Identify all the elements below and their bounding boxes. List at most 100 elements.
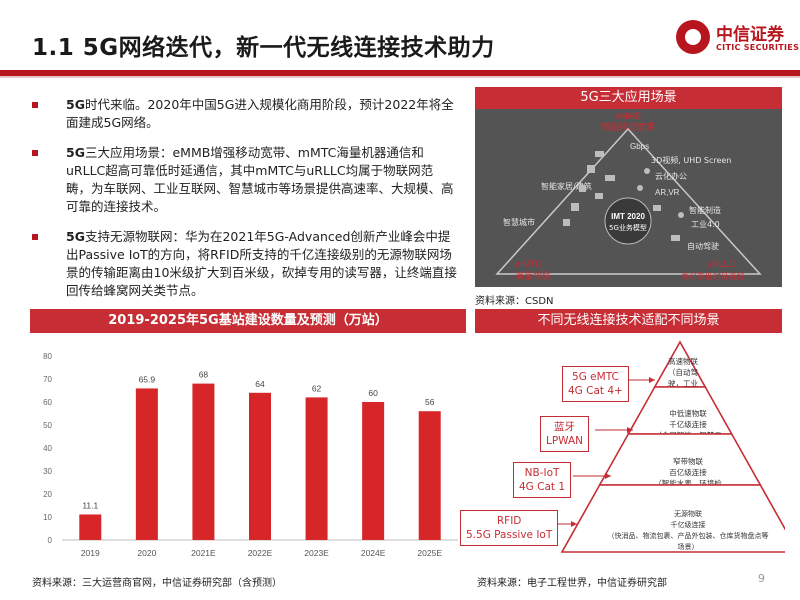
scenario-image-title: 5G三大应用场景 <box>475 87 782 109</box>
industry-label: 工业4.0 <box>691 219 720 229</box>
bullet-lead: 5G <box>66 97 85 112</box>
base-station-bar-chart: 0 10 20 30 40 50 60 70 80 11.1 2019 65.9 2020 68 2021E… <box>30 340 466 570</box>
tech-label-line: 蓝牙 <box>554 421 576 433</box>
data-label: 56 <box>425 397 435 407</box>
x-tick-label: 2025E <box>417 548 442 558</box>
pyramid-level-text: （快消品、物流包裹、产品外包装、仓库货物盘点等 <box>608 531 769 540</box>
bullet-marker-icon <box>32 102 38 108</box>
y-tick-label: 70 <box>43 375 52 384</box>
factory-label: 智能制造 <box>689 205 721 215</box>
auto-label: 自动驾驶 <box>687 241 719 251</box>
connectivity-pyramid: 高速物联（自动驾驶，工业互联网）中低速物联千亿级连接（全屋智能，智慧零售）窄带物… <box>455 338 785 568</box>
bar-chart-title: 2019-2025年5G基站建设数量及预测（万站） <box>30 309 466 333</box>
y-tick-label: 40 <box>43 444 52 453</box>
data-label: 62 <box>312 383 322 393</box>
pyramid-level-text: 百亿级连接 <box>669 467 707 477</box>
pyramid-svg: 高速物联（自动驾驶，工业互联网）中低速物联千亿级连接（全屋智能，智慧零售）窄带物… <box>551 340 785 553</box>
tech-label-line: 5G eMTC <box>572 371 619 383</box>
center-circle <box>604 197 652 245</box>
bullet-item: 5G三大应用场景：eMMB增强移动宽带、mMTC海量机器通信和uRLLC超高可靠… <box>32 144 458 216</box>
vr-icon <box>637 185 643 191</box>
y-tick-label: 80 <box>43 352 52 361</box>
sensor-icon <box>579 185 586 192</box>
pyramid-level-text: （自动驾 <box>668 367 698 377</box>
arvr-label: AR,VR <box>655 188 680 197</box>
pyramid-source: 资料来源：电子工程世界，中信证券研究部 <box>477 578 667 589</box>
urllc-cn-label: 高可靠低时延连接 <box>681 271 745 281</box>
pyramid-title: 不同无线连接技术适配不同场景 <box>475 309 782 333</box>
citic-logo-icon <box>676 20 710 54</box>
device-icon <box>587 165 595 173</box>
bullet-lead: 5G <box>66 229 85 244</box>
bullet-marker-icon <box>32 150 38 156</box>
tech-label-line: 5.5G Passive IoT <box>466 529 553 541</box>
model-label: 5G业务模型 <box>609 223 647 232</box>
screen-icon <box>595 193 603 199</box>
x-tick-label: 2022E <box>248 548 273 558</box>
bar <box>418 411 441 540</box>
pyramid-level-text: 无源物联 <box>674 509 702 518</box>
pyramid-level-text: （智能水表、环境检 <box>654 478 722 488</box>
header: 1.1 5G网络迭代，新一代无线连接技术助力 中信证券 CITIC SECURI… <box>0 0 800 78</box>
tech-label-bluetooth: 蓝牙 LPWAN <box>540 416 590 452</box>
tech-label-line: 4G Cat 4+ <box>568 385 623 397</box>
logo-chinese-name: 中信证券 <box>716 25 784 45</box>
y-tick-label: 60 <box>43 398 52 407</box>
scenario-image-source: 资料来源：CSDN <box>475 296 554 307</box>
gbps-label: Gbps <box>630 142 649 151</box>
data-label: 65.9 <box>139 374 156 384</box>
tech-label-line: LPWAN <box>546 435 584 447</box>
pyramid-level-text: 窄带物联 <box>673 456 703 466</box>
pyramid-level-text: 千亿级连接 <box>671 520 706 529</box>
y-tick-label: 0 <box>48 536 53 545</box>
bullet-lead: 5G <box>66 145 85 160</box>
bar <box>362 402 385 540</box>
bar <box>79 514 102 540</box>
pyramid-level <box>560 484 785 553</box>
connector-arrow-icon <box>605 473 611 479</box>
cloud-label: 云化办公 <box>655 171 687 181</box>
mmtc-cn-label: 海量物联 <box>515 270 551 282</box>
urllc-label: uRLLC <box>707 259 736 269</box>
screen-label: 3D视频, UHD Screen <box>651 155 731 165</box>
header-rule <box>0 70 800 76</box>
bullet-text: 支持无源物联网：华为在2021年5G-Advanced创新产业峰会中提出Pass… <box>66 229 457 298</box>
tablet-icon <box>595 151 604 157</box>
tech-label-nbiot: NB-IoT 4G Cat 1 <box>513 462 572 498</box>
tech-label-emtc: 5G eMTC 4G Cat 4+ <box>562 366 629 402</box>
tech-label-rfid: RFID 5.5G Passive IoT <box>460 510 559 546</box>
building-icon <box>563 219 570 226</box>
embmb-cn-label: 增强移动宽带 <box>601 121 655 133</box>
x-tick-label: 2020 <box>137 548 156 558</box>
pyramid-level-text: 高速物联 <box>668 356 698 366</box>
bar <box>135 388 158 540</box>
house-icon <box>571 203 579 211</box>
data-label: 11.1 <box>82 500 98 510</box>
scenario-triangle-graphic: eMMB 增强移动宽带 Gbps 3D视频, UHD Screen 云化办公 A… <box>495 111 762 282</box>
bullet-text: 三大应用场景：eMMB增强移动宽带、mMTC海量机器通信和uRLLC超高可靠低时… <box>66 145 454 214</box>
data-label: 64 <box>255 379 265 389</box>
page-title: 1.1 5G网络迭代，新一代无线连接技术助力 <box>32 35 495 61</box>
robot-icon <box>653 205 661 211</box>
bullet-text: 时代来临。2020年中国5G进入规模化商用阶段，预计2022年将全面建成5G网络… <box>66 97 454 130</box>
x-tick-label: 2024E <box>361 548 386 558</box>
tech-label-line: 4G Cat 1 <box>519 481 566 493</box>
mmtc-label: mMTC <box>515 259 542 269</box>
connector-arrow-icon <box>627 427 633 433</box>
x-tick-label: 2019 <box>81 548 100 558</box>
y-tick-label: 10 <box>43 513 52 522</box>
pyramid-level-text: 中低速物联 <box>669 408 707 418</box>
citic-logo: 中信证券 CITIC SECURITIES <box>676 18 799 62</box>
data-label: 68 <box>199 370 209 380</box>
bullet-list: 5G时代来临。2020年中国5G进入规模化商用阶段，预计2022年将全面建成5G… <box>32 96 458 312</box>
connector-arrow-icon <box>649 377 655 383</box>
page-number: 9 <box>758 572 765 585</box>
header-rule-light <box>0 76 800 78</box>
bar <box>249 392 271 540</box>
bullet-item: 5G时代来临。2020年中国5G进入规模化商用阶段，预计2022年将全面建成5G… <box>32 96 458 132</box>
logo-english-name: CITIC SECURITIES <box>716 43 800 52</box>
bullet-item: 5G支持无源物联网：华为在2021年5G-Advanced创新产业峰会中提出Pa… <box>32 228 458 300</box>
connector-arrow-icon <box>571 521 577 527</box>
x-tick-label: 2021E <box>191 548 216 558</box>
bar <box>305 397 328 540</box>
